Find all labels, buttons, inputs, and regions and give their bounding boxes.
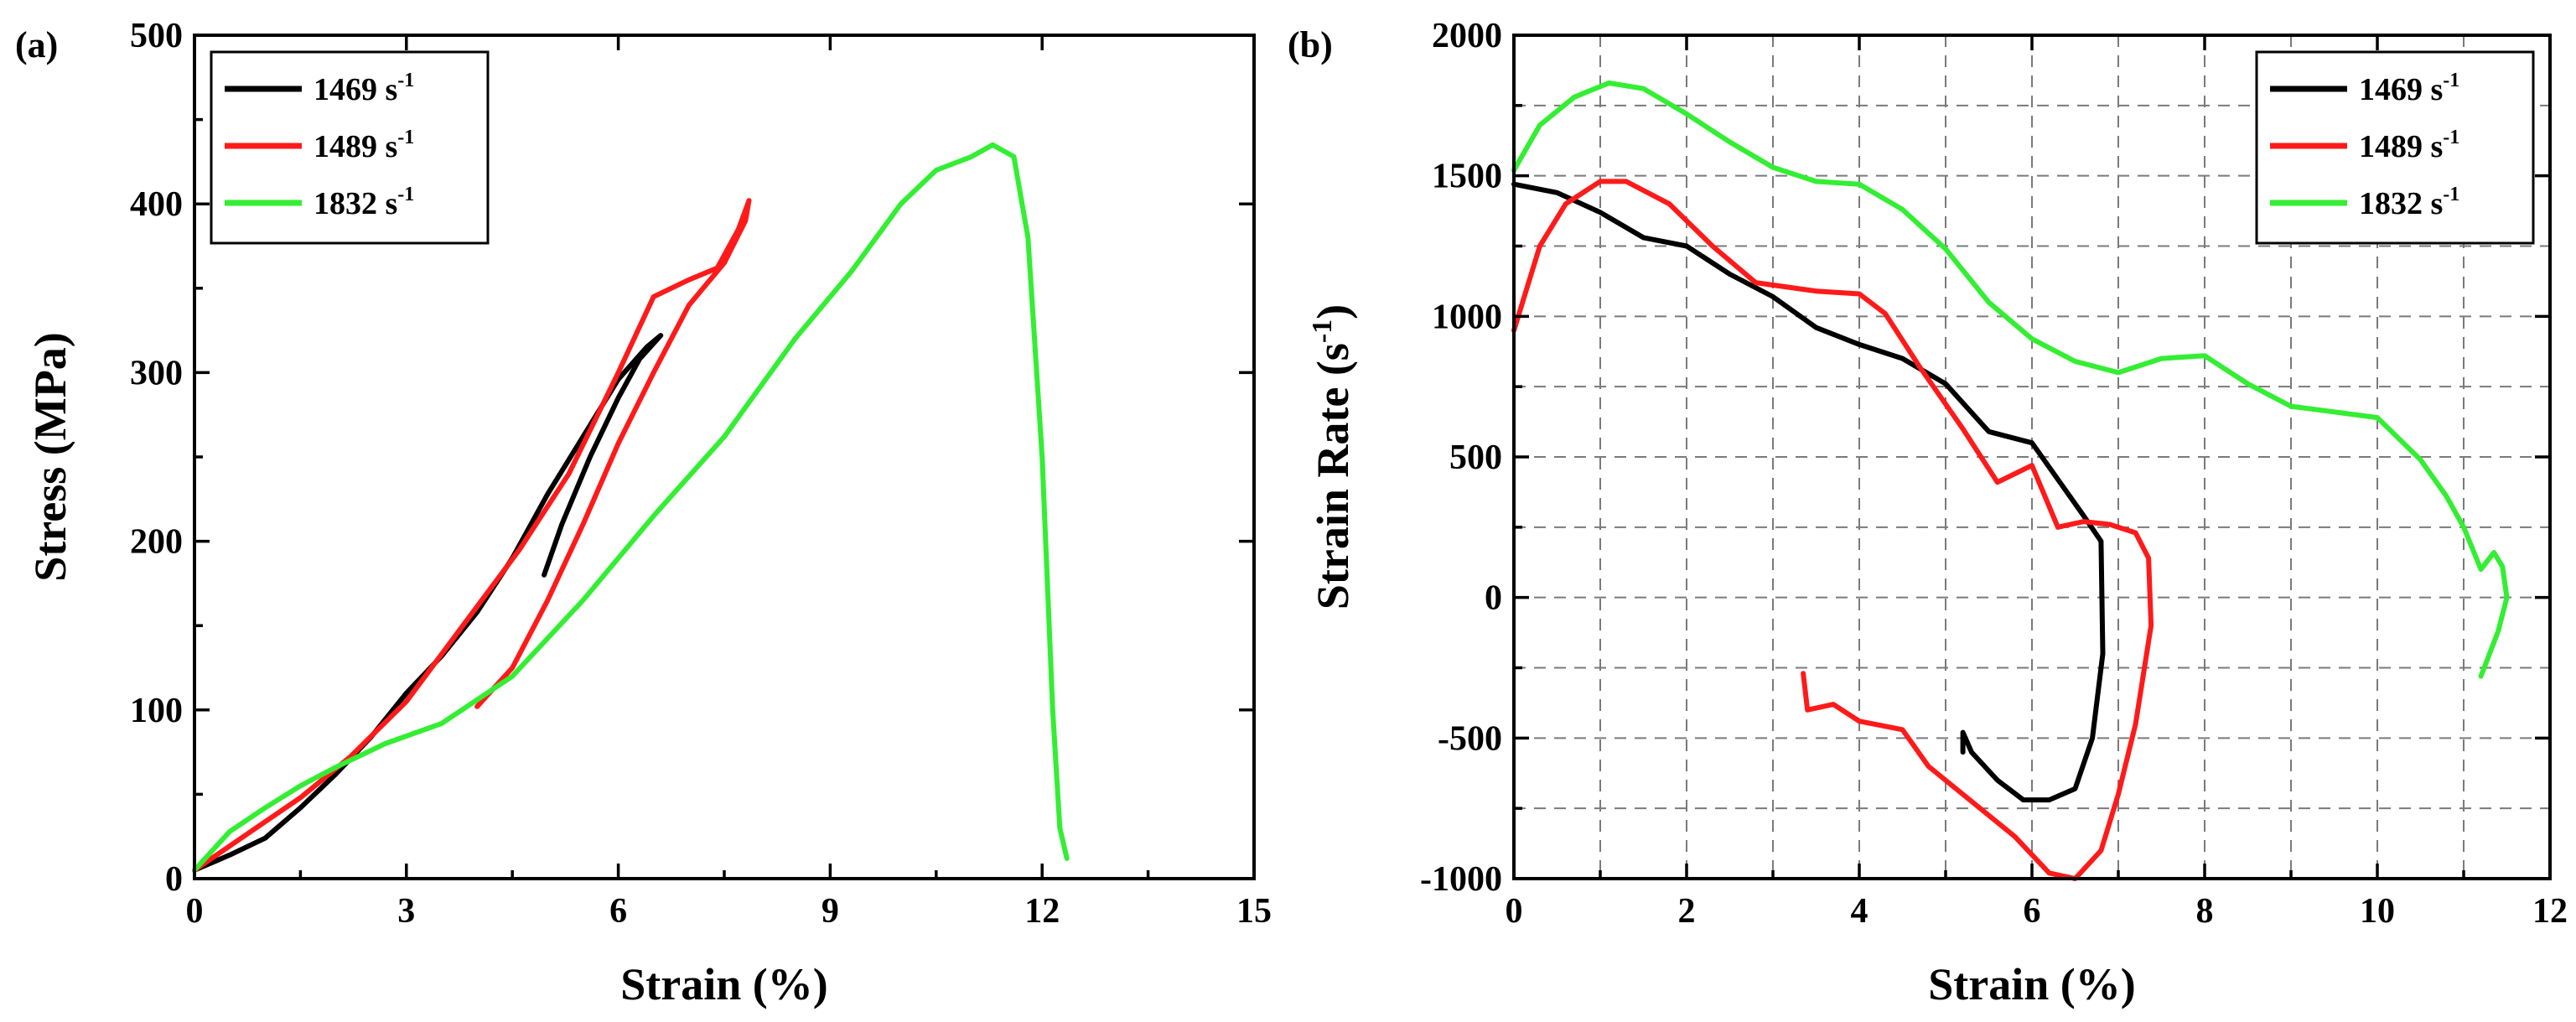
panel-a-y-tick-label: 400 [130,185,183,224]
panel-b-legend: 1469 s-1 1489 s-1 1832 s-1 [2255,50,2535,245]
panel-a-legend-label-1832: 1832 s-1 [314,184,414,221]
panel-a-x-tick-label: 12 [1024,892,1060,931]
panel-a-label: (a) [15,24,58,65]
panel-b-y-tick-label: 2000 [1432,17,1502,55]
panel-a-series-1469-line [192,333,664,873]
panel-b-chart: (b) 0 2 4 6 8 10 12 -1000 -500 0 500 1000 1500 2000 S… [1288,17,2568,1009]
panel-a-y-tick-label: 0 [165,860,183,899]
panel-a-y-tick-label: 200 [130,523,183,562]
panel-b-x-axis-title: Strain (%) [1928,959,2135,1009]
panel-a-legend-label-1469: 1469 s-1 [314,70,414,107]
panel-b-y-tick-label: -500 [1438,719,1502,758]
panel-b-series-1832-line [1511,80,2510,679]
panel-a-x-tick-label: 3 [397,892,415,931]
panel-b-y-tick-label: 1000 [1432,298,1502,336]
panel-b-x-tick-label: 0 [1506,892,1523,931]
panel-a-x-tick-label: 15 [1236,892,1272,931]
panel-a-legend: 1469 s-1 1489 s-1 1832 s-1 [210,50,490,245]
panel-b-legend-label-1832: 1832 s-1 [2359,184,2459,221]
panel-b-x-tick-label: 6 [2024,892,2041,931]
panel-b-series-1489-line [1511,179,2154,881]
panel-b-x-tick-label: 4 [1851,892,1869,931]
panel-b-series-1469-line [1511,181,2106,803]
panel-b-label: (b) [1288,24,1333,65]
panel-a-legend-label-1489: 1489 s-1 [314,127,414,164]
panel-b-x-tick-label: 8 [2196,892,2214,931]
panel-b-y-tick-label: 500 [1449,438,1502,477]
panel-b-x-tick-label: 12 [2532,892,2568,931]
panel-b-x-tick-label: 2 [1678,892,1696,931]
panel-b-y-axis-title-close: ) [1308,304,1358,319]
panel-b-y-tick-label: 0 [1485,579,1502,618]
panel-b-legend-label-1469: 1469 s-1 [2359,70,2459,107]
panel-b-y-axis-title: Strain Rate (s-1) [1307,304,1358,610]
panel-a-y-tick-label: 300 [130,354,183,392]
panel-b-legend-label-1489: 1489 s-1 [2359,127,2459,164]
panel-b-y-axis-title-base: Strain Rate (s [1308,343,1358,610]
panel-b-y-tick-label: -1000 [1420,860,1502,899]
panel-a-series-1832-line [192,142,1070,873]
panel-a-y-tick-label: 100 [130,692,183,730]
panel-a-x-tick-label: 0 [186,892,204,931]
panel-a-x-tick-label: 6 [609,892,627,931]
panel-a-x-axis-title: Strain (%) [620,959,827,1009]
panel-a-legend-box [210,50,490,245]
panel-a-y-axis-title: Stress (MPa) [25,332,75,581]
panel-b-x-tick-label: 10 [2360,892,2395,931]
panel-b-y-axis-title-exp: -1 [1307,319,1338,343]
panel-b-y-tick-label: 1500 [1432,158,1502,196]
panel-a-x-tick-label: 9 [822,892,839,931]
panel-a-series-1489-line [192,198,752,873]
panel-a-y-tick-label: 500 [130,17,183,55]
